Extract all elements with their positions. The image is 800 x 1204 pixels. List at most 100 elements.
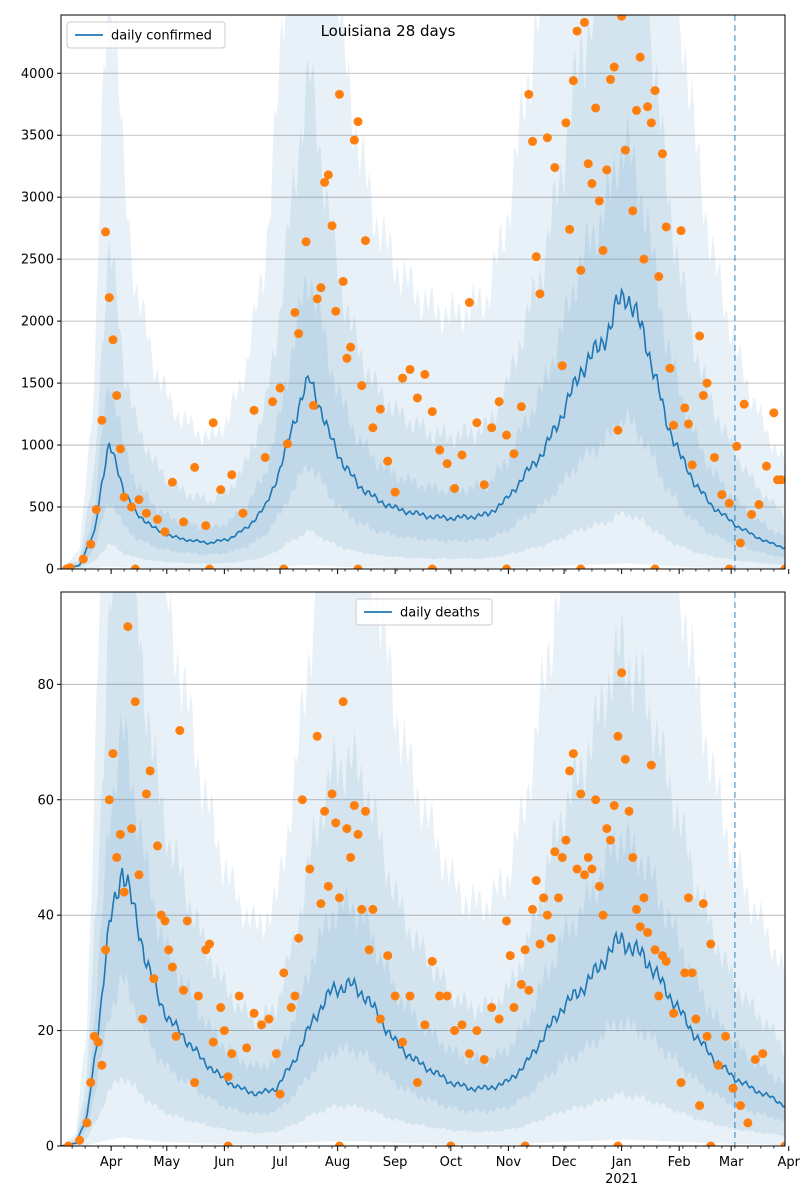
- observed-point: [115, 829, 125, 839]
- observed-point: [617, 15, 627, 21]
- observed-point: [305, 864, 315, 874]
- observed-point: [271, 1049, 281, 1059]
- observed-point: [190, 462, 200, 472]
- observed-point: [639, 254, 649, 264]
- observed-point: [583, 852, 593, 862]
- observed-point: [153, 514, 163, 524]
- observed-point: [516, 979, 526, 989]
- observed-point: [747, 509, 757, 519]
- observed-point: [75, 1135, 85, 1145]
- observed-point: [524, 985, 534, 995]
- observed-point: [620, 145, 630, 155]
- observed-point: [167, 962, 177, 972]
- observed-point: [479, 480, 489, 490]
- observed-point: [735, 538, 745, 548]
- observed-point: [223, 1141, 233, 1146]
- x-tick-label: Dec: [552, 1155, 577, 1170]
- observed-point: [587, 864, 597, 874]
- chart-title: Louisiana 28 days: [321, 22, 456, 40]
- observed-point: [676, 226, 686, 236]
- observed-point: [342, 824, 352, 834]
- x-tick-label: Jan: [611, 1155, 632, 1170]
- observed-point: [193, 991, 203, 1001]
- observed-point: [238, 508, 248, 518]
- observed-point: [435, 991, 445, 1001]
- observed-point: [550, 847, 560, 857]
- observed-point: [349, 135, 359, 145]
- observed-point: [572, 26, 582, 36]
- x-tick-label: May: [153, 1155, 180, 1170]
- observed-point: [650, 564, 660, 569]
- y-tick-label: 0: [46, 1140, 54, 1155]
- observed-point: [234, 991, 244, 1001]
- observed-point: [205, 564, 215, 569]
- observed-point: [643, 927, 653, 937]
- observed-point: [669, 1008, 679, 1018]
- x-tick-label: Jun: [213, 1155, 234, 1170]
- observed-point: [353, 117, 363, 127]
- observed-point: [509, 449, 519, 459]
- y-tick-label: 1000: [21, 439, 54, 454]
- observed-point: [565, 224, 575, 234]
- observed-point: [201, 521, 211, 531]
- observed-point: [390, 991, 400, 1001]
- legend-box: [66, 21, 226, 49]
- observed-point: [609, 801, 619, 811]
- observed-points: [63, 622, 785, 1146]
- observed-point: [242, 1043, 252, 1053]
- observed-point: [680, 968, 690, 978]
- observed-point: [568, 749, 578, 759]
- x-tick-label: Apr: [100, 1155, 123, 1170]
- observed-point: [93, 1037, 103, 1047]
- x-year-label: 2021: [605, 1172, 638, 1187]
- observed-point: [153, 841, 163, 851]
- observed-point: [565, 766, 575, 776]
- observed-point: [368, 423, 378, 433]
- observed-point: [123, 622, 133, 632]
- observed-point: [398, 373, 408, 383]
- observed-point: [104, 795, 114, 805]
- observed-point: [520, 945, 530, 955]
- observed-point: [609, 62, 619, 72]
- observed-point: [646, 118, 656, 128]
- observed-point: [427, 564, 437, 569]
- observed-point: [494, 397, 504, 407]
- observed-point: [643, 102, 653, 112]
- observed-point: [687, 460, 697, 470]
- observed-point: [628, 852, 638, 862]
- observed-point: [260, 452, 270, 462]
- observed-point: [561, 118, 571, 128]
- observed-point: [557, 852, 567, 862]
- observed-point: [134, 870, 144, 880]
- observed-point: [502, 564, 512, 569]
- observed-point: [405, 991, 415, 1001]
- observed-point: [62, 564, 72, 569]
- observed-point: [398, 1037, 408, 1047]
- y-tick-label: 2500: [21, 253, 54, 268]
- observed-point: [290, 307, 300, 317]
- observed-point: [130, 564, 140, 569]
- deaths-panel: 0 20 40 60 80 Apr May Jun Jul Aug Sep Oct Nov Dec Jan F…: [37, 591, 800, 1187]
- observed-point: [683, 893, 693, 903]
- x-tick-label: Apr: [777, 1155, 800, 1170]
- observed-point: [427, 407, 437, 417]
- observed-point: [97, 1060, 107, 1070]
- observed-point: [724, 564, 734, 569]
- observed-point: [494, 1014, 504, 1024]
- observed-point: [256, 1020, 266, 1030]
- observed-point: [357, 904, 367, 914]
- observed-point: [127, 824, 137, 834]
- observed-point: [227, 1049, 237, 1059]
- observed-point: [420, 369, 430, 379]
- observed-point: [654, 272, 664, 282]
- observed-point: [346, 852, 356, 862]
- y-tick-label: 500: [29, 501, 54, 516]
- observed-point: [268, 397, 278, 407]
- legend-label: daily confirmed: [111, 29, 212, 44]
- observed-point: [101, 945, 111, 955]
- observed-point: [713, 1060, 723, 1070]
- observed-point: [676, 1078, 686, 1088]
- observed-point: [502, 916, 512, 926]
- observed-point: [528, 904, 538, 914]
- observed-point: [479, 1054, 489, 1064]
